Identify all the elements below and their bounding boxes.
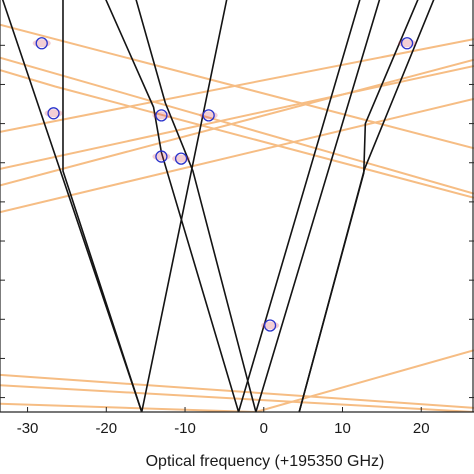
crossing-tint-3 xyxy=(199,111,218,120)
crossing-tint-7 xyxy=(398,39,417,48)
crossing-marker-3 xyxy=(202,109,215,122)
series-line-5 xyxy=(237,0,361,412)
crossing-marker-0 xyxy=(35,37,48,50)
x-tick-label-0: -30 xyxy=(17,420,39,437)
crossing-tint-4 xyxy=(152,152,171,161)
crossing-marker-6 xyxy=(263,319,277,332)
series-line-6 xyxy=(255,0,381,412)
x-tick-label-4: 10 xyxy=(334,420,351,437)
series-line-13 xyxy=(0,64,474,170)
crossing-tint-1 xyxy=(44,109,63,118)
x-tick-label-2: -10 xyxy=(174,420,196,437)
x-tick-label-1: -20 xyxy=(95,420,117,437)
series-line-14 xyxy=(0,58,474,187)
crossing-tint-2 xyxy=(152,111,171,120)
x-tick-label-5: 20 xyxy=(413,420,430,437)
x-axis-title: Optical frequency (+195350 GHz) xyxy=(146,453,385,470)
series-layer xyxy=(0,0,474,412)
series-line-18 xyxy=(0,373,474,409)
crossing-marker-7 xyxy=(400,37,414,50)
series-line-9 xyxy=(0,23,474,150)
series-line-11 xyxy=(0,69,474,199)
series-line-16 xyxy=(0,384,474,412)
series-line-15 xyxy=(0,97,474,214)
series-line-8 xyxy=(298,0,435,412)
crossing-tint-0 xyxy=(32,39,51,48)
series-line-17 xyxy=(0,349,474,412)
x-tick-label-3: 0 xyxy=(260,420,268,437)
crossing-marker-4 xyxy=(155,150,168,163)
series-line-4 xyxy=(135,0,257,412)
series-line-10 xyxy=(0,56,474,195)
crossing-marker-2 xyxy=(155,109,168,122)
crossing-marker-1 xyxy=(47,107,60,120)
series-line-3 xyxy=(105,0,240,412)
axes-frame xyxy=(0,0,474,413)
series-line-2 xyxy=(140,0,228,412)
series-line-1 xyxy=(62,0,143,412)
crossing-tint-5 xyxy=(172,154,191,163)
series-line-0 xyxy=(1,0,143,412)
crossing-marker-5 xyxy=(174,152,188,165)
crossing-tint-6 xyxy=(261,321,280,330)
tick-layer: -30 -20 -10 0 10 20 xyxy=(0,44,474,437)
marker-layer xyxy=(32,37,417,332)
